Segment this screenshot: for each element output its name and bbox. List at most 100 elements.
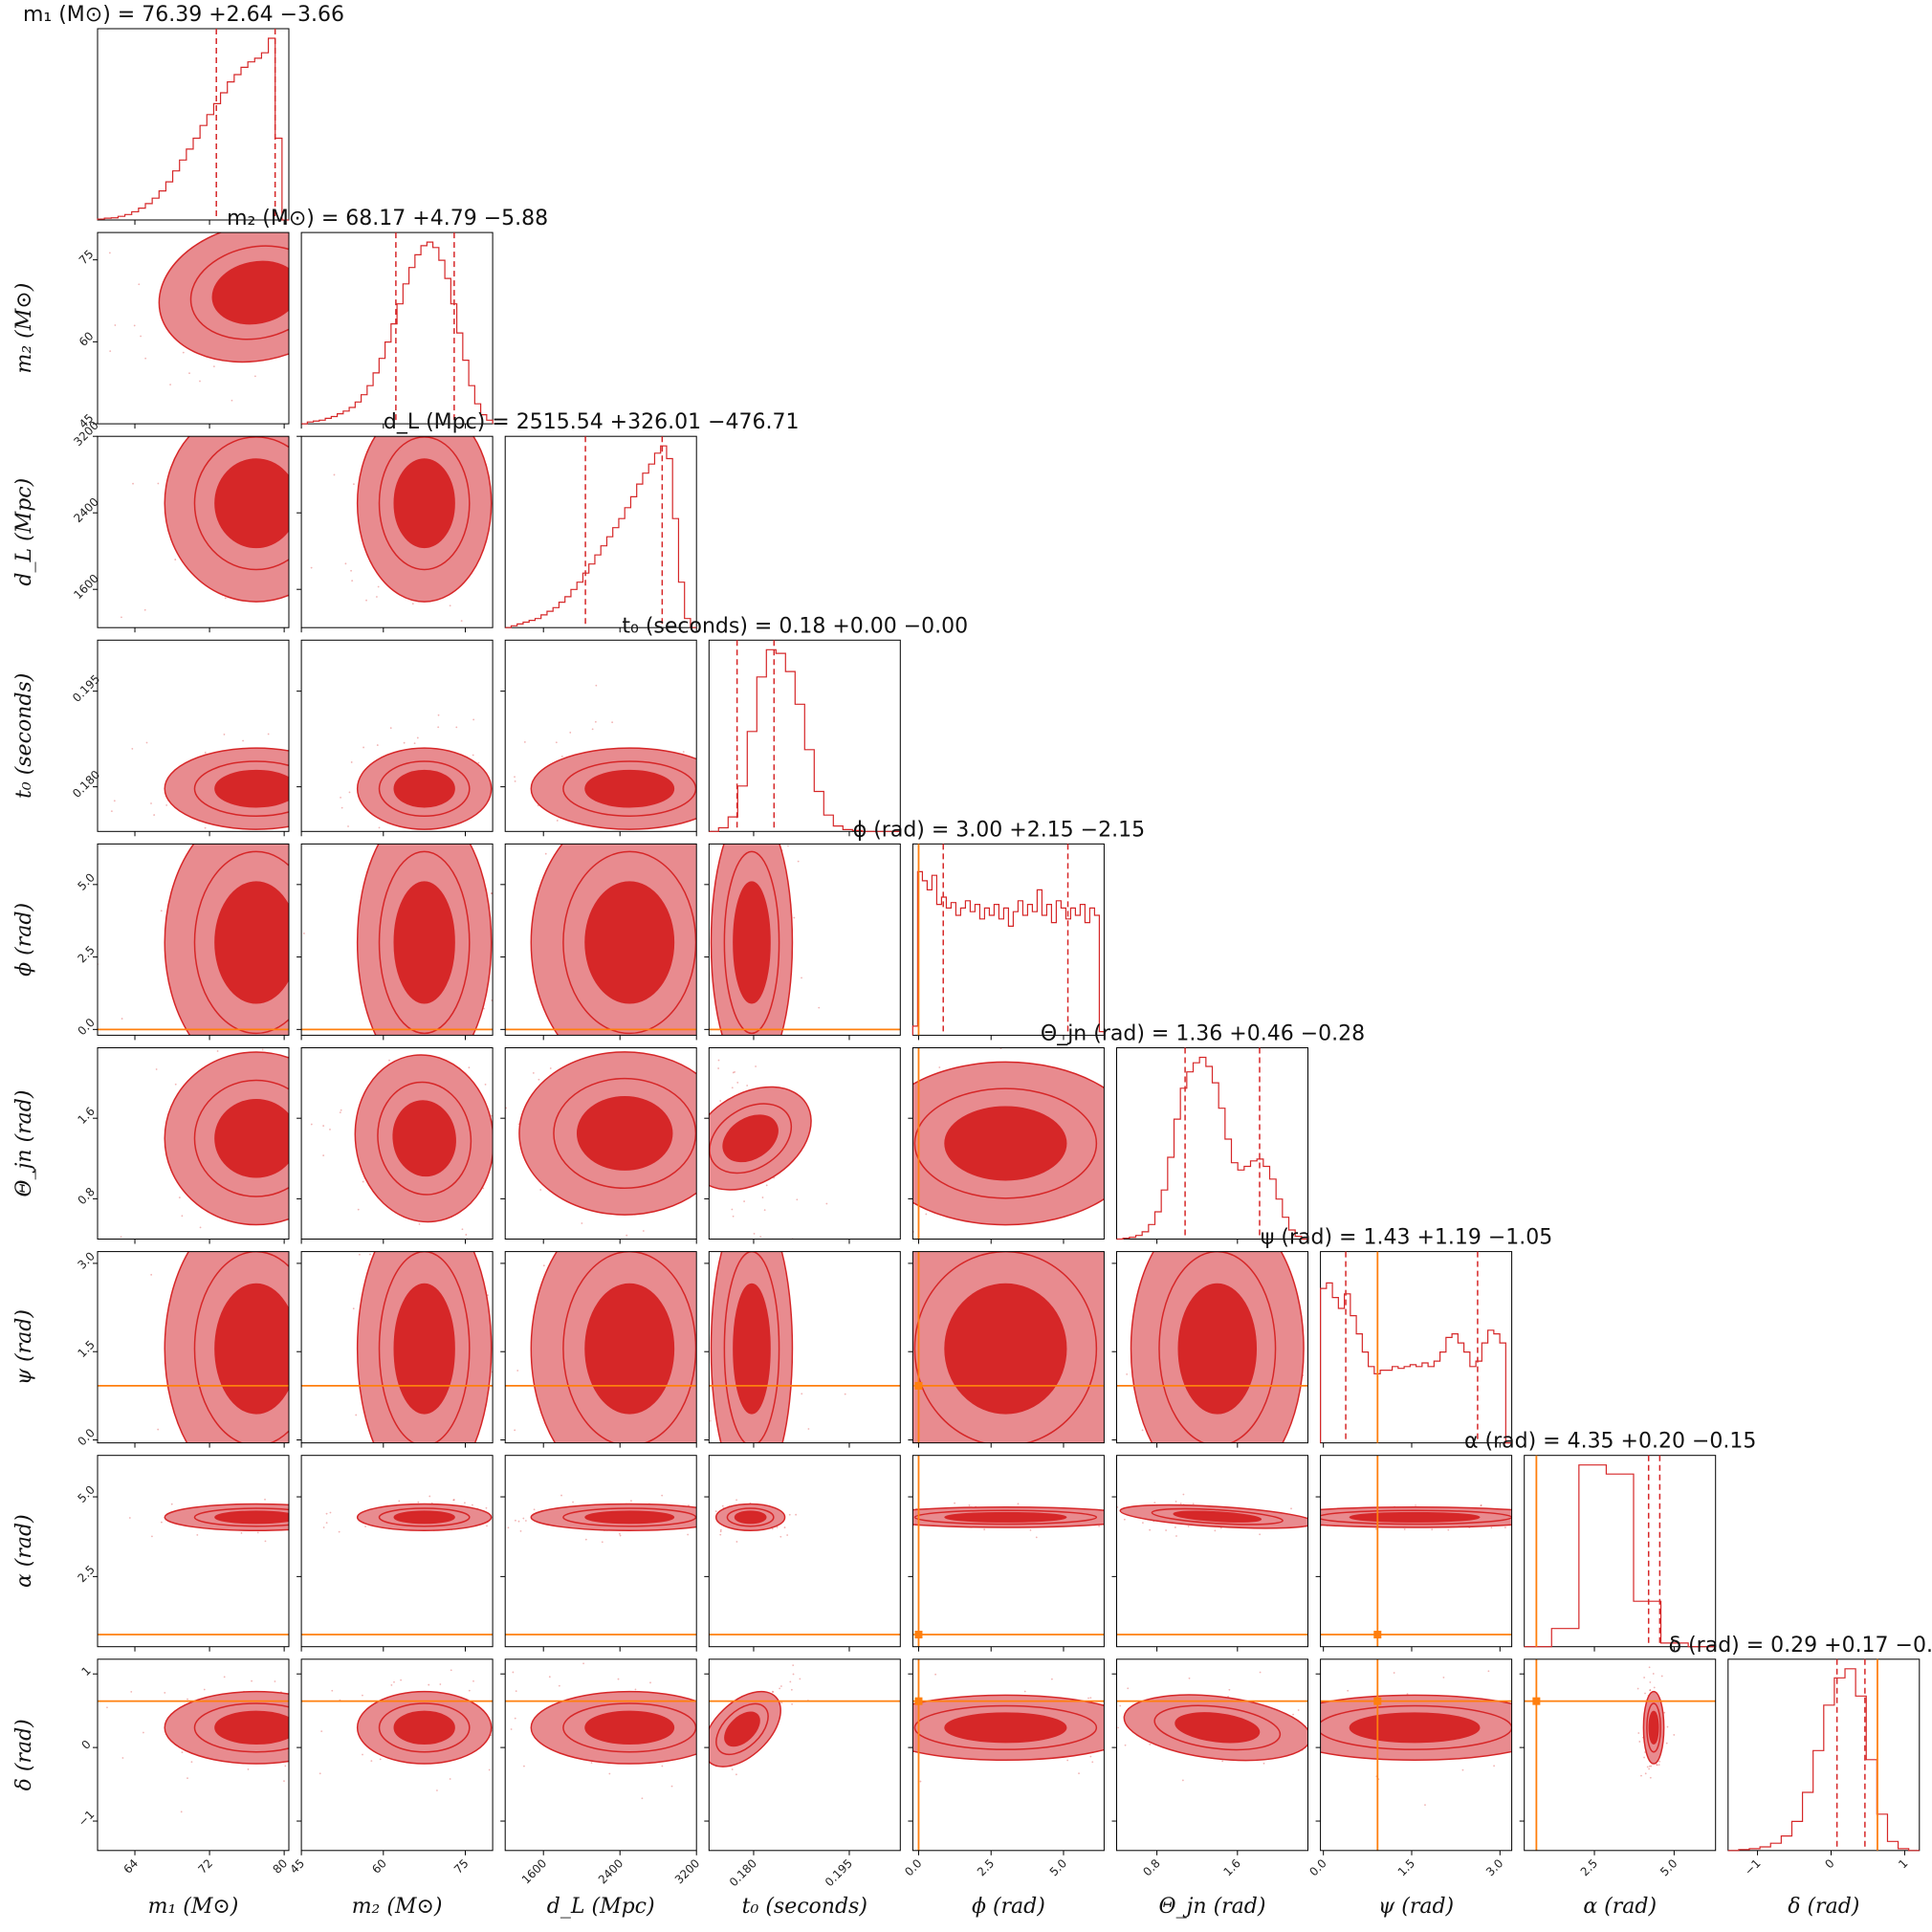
sample-point bbox=[89, 1517, 91, 1519]
sample-point bbox=[876, 1514, 878, 1516]
title-alpha: α (rad) = 4.35 +0.20 −0.15 bbox=[1464, 1430, 1756, 1454]
ylabel-phi: ϕ (rad) bbox=[12, 903, 36, 977]
sample-point bbox=[742, 1445, 744, 1447]
sample-point bbox=[1357, 1214, 1359, 1216]
sample-point bbox=[121, 616, 122, 619]
sample-point bbox=[712, 1701, 714, 1703]
sample-point bbox=[751, 738, 753, 740]
sample-point bbox=[1673, 1734, 1676, 1736]
sample-point bbox=[569, 732, 572, 734]
sample-point bbox=[1039, 1480, 1041, 1482]
sample-point bbox=[1480, 1504, 1482, 1506]
sample-point bbox=[306, 264, 308, 266]
sample-point bbox=[810, 1528, 812, 1530]
sample-point bbox=[833, 1533, 835, 1535]
sample-point bbox=[248, 433, 250, 435]
sample-point bbox=[523, 741, 526, 743]
sample-point bbox=[155, 1068, 158, 1070]
sample-point bbox=[1347, 1689, 1350, 1692]
xtick-label: 2.5 bbox=[975, 1856, 997, 1878]
sample-point bbox=[486, 1525, 488, 1527]
sample-point bbox=[803, 1240, 805, 1241]
hist-phi bbox=[911, 870, 1105, 1036]
sample-point bbox=[320, 1509, 322, 1511]
sample-point bbox=[1487, 1670, 1490, 1673]
sample-point bbox=[1310, 1730, 1312, 1732]
sample-point bbox=[1311, 1699, 1313, 1701]
sample-point bbox=[889, 1748, 891, 1750]
sample-point bbox=[302, 1732, 304, 1734]
sample-point bbox=[317, 318, 318, 319]
sample-point bbox=[310, 799, 312, 801]
sample-point bbox=[328, 1789, 330, 1790]
sample-point bbox=[692, 1779, 693, 1781]
sample-point bbox=[310, 466, 312, 468]
sample-point bbox=[110, 810, 113, 813]
sample-point bbox=[1519, 1736, 1521, 1738]
sample-point bbox=[626, 1234, 628, 1237]
sample-point bbox=[800, 1042, 801, 1043]
sample-point bbox=[1515, 1719, 1517, 1721]
sample-point bbox=[296, 1718, 297, 1720]
sample-point bbox=[181, 1751, 184, 1754]
sample-point bbox=[747, 1206, 749, 1208]
sample-point bbox=[342, 1401, 344, 1403]
sample-point bbox=[1318, 1515, 1320, 1517]
sample-point bbox=[736, 1196, 738, 1197]
sample-point bbox=[539, 1056, 541, 1058]
sample-point bbox=[133, 324, 136, 327]
sample-point bbox=[687, 1533, 690, 1536]
sample-point bbox=[1649, 1776, 1652, 1779]
sample-point bbox=[892, 1713, 894, 1715]
sample-point bbox=[146, 826, 148, 828]
sample-point bbox=[983, 1528, 986, 1531]
sample-point bbox=[557, 1066, 559, 1068]
sample-point bbox=[299, 1131, 301, 1132]
sample-point bbox=[311, 766, 313, 768]
sample-point bbox=[515, 1690, 517, 1692]
sample-point bbox=[768, 1209, 770, 1211]
sample-point bbox=[325, 1522, 328, 1524]
xtick-label: 1600 bbox=[519, 1856, 549, 1886]
sample-point bbox=[717, 747, 719, 749]
sample-point bbox=[530, 1745, 532, 1746]
sample-point bbox=[1656, 1764, 1658, 1767]
injection-marker bbox=[1373, 1631, 1382, 1639]
sample-point bbox=[1589, 1523, 1591, 1525]
xtick-label: 0 bbox=[1822, 1856, 1836, 1871]
sample-point bbox=[771, 1527, 774, 1530]
sample-point bbox=[340, 806, 343, 809]
ylabel-theta_jn: Θ_jn (rad) bbox=[12, 1090, 36, 1197]
sample-point bbox=[743, 1226, 745, 1228]
sample-point bbox=[812, 1288, 814, 1290]
sample-point bbox=[128, 1517, 131, 1519]
sample-point bbox=[885, 1148, 887, 1150]
pair-frame bbox=[708, 1047, 901, 1240]
xtick-label: 75 bbox=[451, 1856, 472, 1877]
sample-point bbox=[572, 1501, 574, 1504]
sample-point bbox=[719, 1530, 722, 1533]
sample-point bbox=[242, 739, 244, 742]
pair-panel-psi-dL bbox=[500, 1226, 745, 1448]
sample-point bbox=[510, 1050, 512, 1052]
sample-point bbox=[362, 437, 363, 439]
xtick-label: 3.0 bbox=[1483, 1856, 1505, 1878]
sample-point bbox=[1165, 1529, 1168, 1531]
sample-point bbox=[595, 684, 598, 687]
sample-point bbox=[368, 1651, 370, 1653]
sample-point bbox=[490, 892, 493, 894]
sample-point bbox=[641, 834, 643, 836]
sample-point bbox=[376, 744, 379, 746]
sample-point bbox=[870, 1145, 872, 1147]
sample-point bbox=[905, 1486, 907, 1488]
sample-point bbox=[338, 1173, 340, 1175]
pair-frame bbox=[911, 1658, 1105, 1852]
ytick-label: −1 bbox=[76, 1808, 97, 1829]
pair-frame bbox=[97, 1455, 290, 1648]
pair-panel-delta-psi: 0.0 1.5 3.0 bbox=[1306, 1658, 1521, 1878]
sample-point bbox=[364, 1526, 366, 1527]
sample-point bbox=[801, 834, 803, 836]
sample-point bbox=[374, 1539, 376, 1541]
sample-point bbox=[344, 1209, 346, 1211]
xtick-label: 2400 bbox=[596, 1856, 626, 1886]
